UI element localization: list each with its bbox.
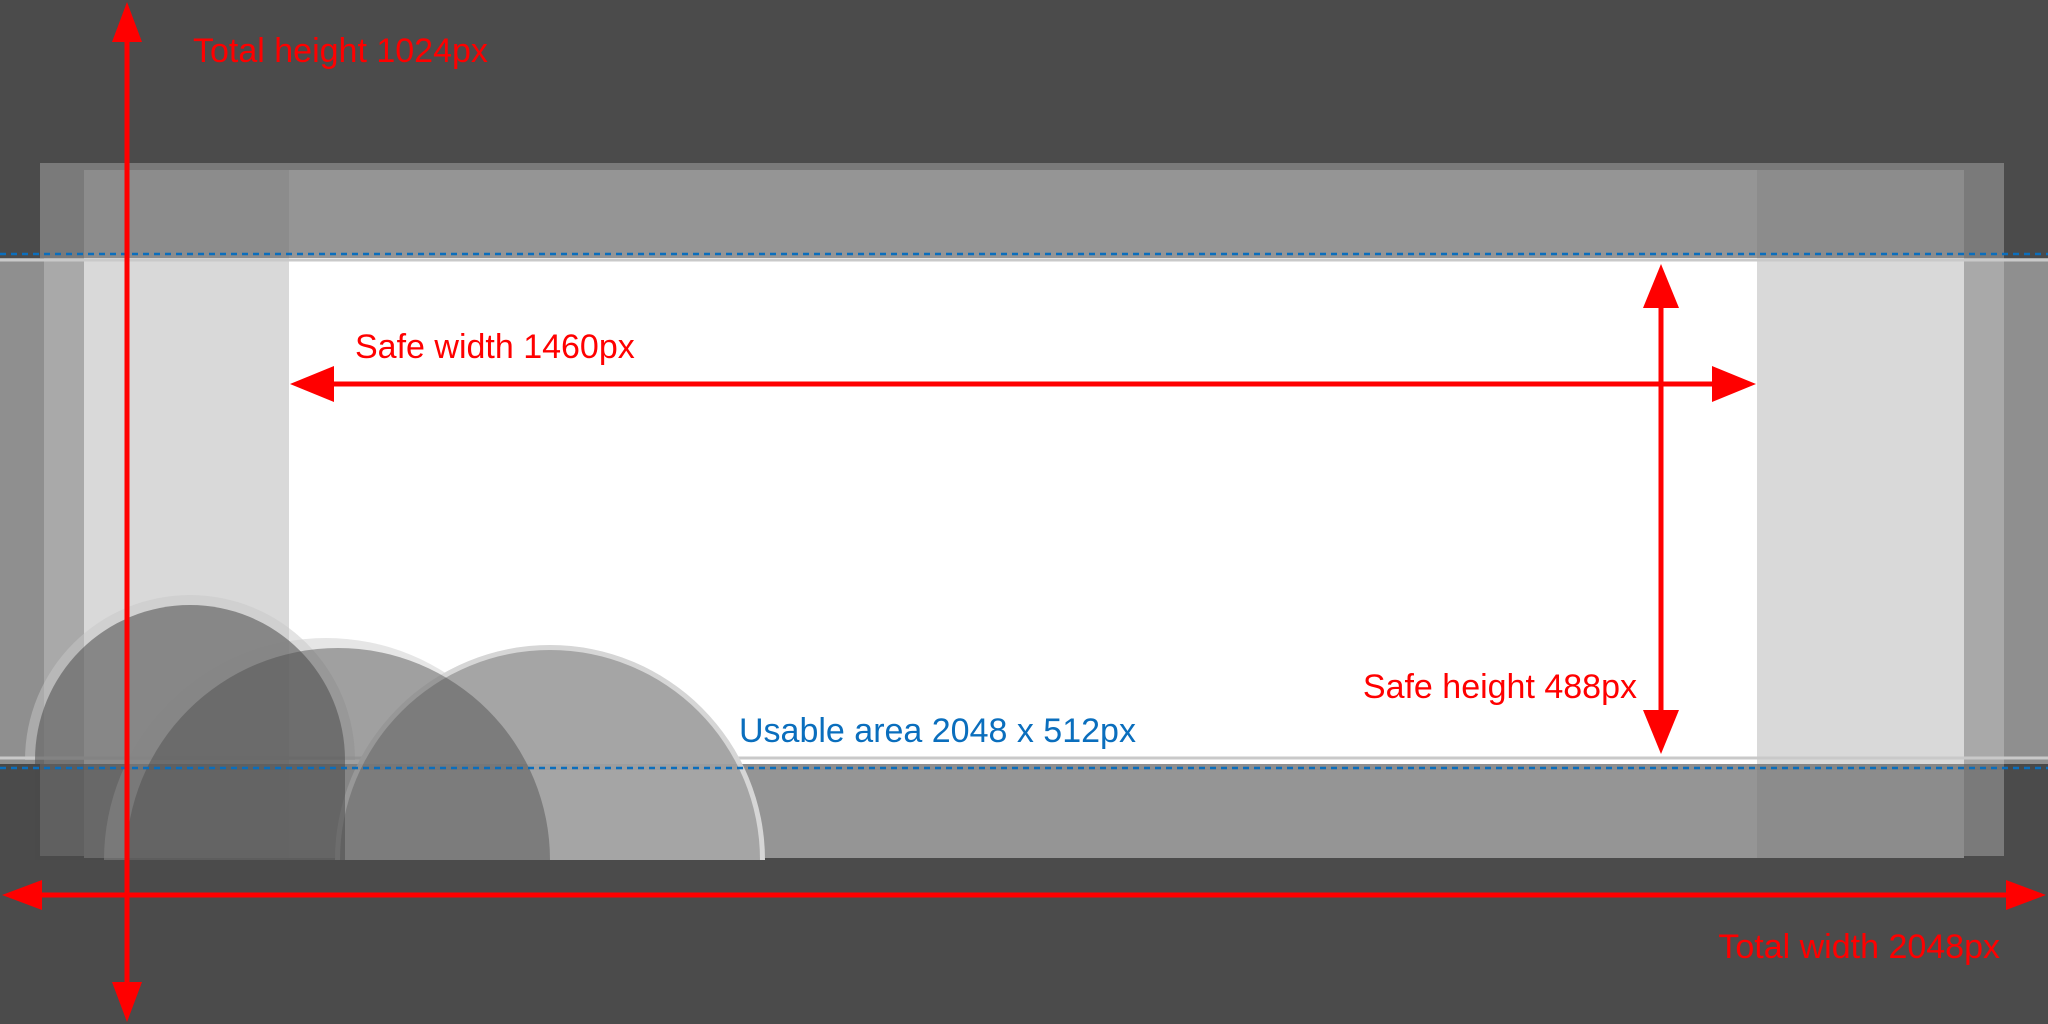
- total-width-arrow-right: [2006, 880, 2046, 910]
- usable-area-outline: [0, 252, 2048, 770]
- safe-width-arrow-left: [290, 366, 334, 402]
- usable-strip-right-side: [1757, 258, 1964, 764]
- usable-strip-left-edge: [0, 258, 44, 764]
- total-height-arrow-top: [112, 2, 142, 42]
- avatar-circle-medium: [335, 645, 765, 860]
- usable-strip-right-frame: [1964, 258, 2004, 764]
- avatar-circle-dark-left: [35, 605, 345, 860]
- safe-width-arrow-right: [1712, 366, 1756, 402]
- safe-height-label: Safe height 488px: [1363, 668, 1637, 706]
- total-height-arrow-bottom: [112, 982, 142, 1022]
- avatar-circle-dark-right: [340, 650, 760, 860]
- safe-height-arrow-bottom: [1643, 710, 1679, 754]
- total-height-label: Total height 1024px: [193, 32, 488, 70]
- usable-area-label: Usable area 2048 x 512px: [739, 712, 1136, 750]
- total-width-arrow-left: [2, 880, 42, 910]
- usable-strip-right-edge: [2004, 258, 2048, 764]
- total-width-label: Total width 2048px: [1718, 928, 2000, 966]
- avatar-circle-dark-mid: [126, 648, 550, 860]
- safe-height-arrow-top: [1643, 264, 1679, 308]
- safe-width-label: Safe width 1460px: [355, 328, 635, 366]
- profile-avatar-overlays: [25, 595, 765, 860]
